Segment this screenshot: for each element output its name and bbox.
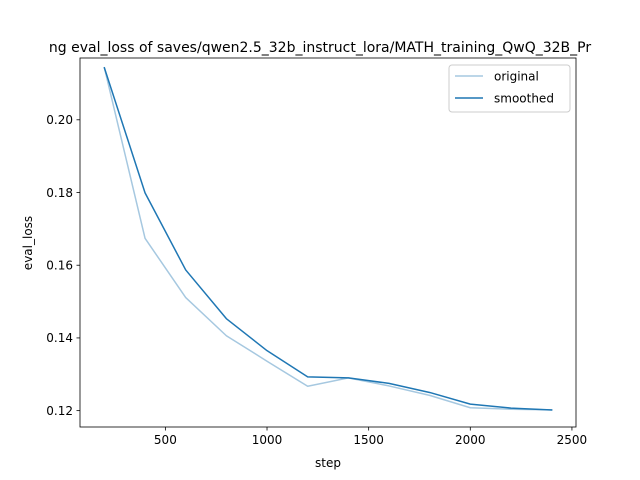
y-tick-label: 0.16 bbox=[46, 259, 73, 273]
y-tick-label: 0.20 bbox=[46, 113, 73, 127]
x-tick-label: 2000 bbox=[455, 433, 486, 447]
plot-frame bbox=[79, 57, 577, 428]
y-tick-label: 0.12 bbox=[46, 404, 73, 418]
x-tick-label: 1500 bbox=[353, 433, 384, 447]
x-axis-ticks: 500 1000 1500 2000 2500 bbox=[154, 427, 587, 447]
y-tick-label: 0.18 bbox=[46, 186, 73, 200]
legend-label-original: original bbox=[494, 70, 539, 84]
series-line-original bbox=[103, 66, 553, 411]
plot-area bbox=[80, 58, 576, 427]
series-line-smoothed bbox=[103, 66, 553, 411]
x-tick-label: 2500 bbox=[557, 433, 588, 447]
x-tick-label: 500 bbox=[154, 433, 177, 447]
x-axis-label: step bbox=[315, 456, 341, 470]
y-tick-label: 0.14 bbox=[46, 331, 73, 345]
y-axis-label: eval_loss bbox=[21, 216, 35, 270]
series-layer bbox=[103, 66, 553, 411]
chart-title: ng eval_loss of saves/qwen2.5_32b_instru… bbox=[49, 40, 591, 56]
legend: original smoothed bbox=[448, 64, 571, 113]
y-axis-ticks: 0.12 0.14 0.16 0.18 0.20 bbox=[46, 113, 80, 418]
x-tick-label: 1000 bbox=[252, 433, 283, 447]
legend-label-smoothed: smoothed bbox=[494, 92, 554, 106]
